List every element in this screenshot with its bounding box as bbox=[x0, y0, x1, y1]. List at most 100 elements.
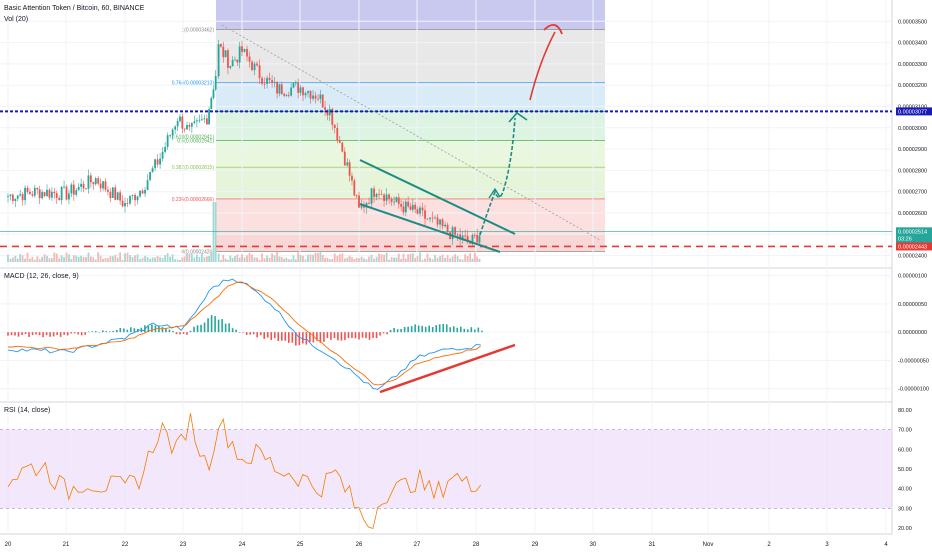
volume-bar bbox=[324, 257, 326, 262]
volume-bar bbox=[234, 256, 236, 262]
candle-body bbox=[471, 234, 474, 244]
time-tick-label: 2 bbox=[767, 542, 771, 548]
time-tick-label: 22 bbox=[122, 542, 129, 548]
candle-body bbox=[166, 135, 169, 147]
volume-bar bbox=[203, 257, 206, 262]
volume-bar bbox=[82, 256, 85, 262]
volume-bar bbox=[368, 256, 370, 262]
candle-body bbox=[224, 50, 227, 58]
macd-histogram-bar bbox=[228, 323, 230, 333]
candle-body bbox=[179, 116, 181, 122]
volume-bar bbox=[238, 257, 241, 262]
volume-bar bbox=[144, 255, 146, 262]
volume-bar bbox=[104, 258, 107, 262]
candle-body bbox=[107, 189, 109, 192]
volume-bar bbox=[358, 258, 360, 262]
macd-histogram-bar bbox=[147, 326, 150, 333]
candle-body bbox=[80, 183, 83, 187]
macd-histogram-bar bbox=[481, 330, 483, 333]
candle-body bbox=[121, 200, 124, 207]
macd-histogram-bar bbox=[119, 328, 122, 333]
volume-bar bbox=[466, 255, 469, 262]
candle-body bbox=[309, 91, 312, 99]
macd-histogram-bar bbox=[270, 332, 273, 340]
volume-bar bbox=[26, 252, 29, 262]
macd-histogram-bar bbox=[424, 326, 427, 333]
candle-body bbox=[151, 168, 154, 172]
candle-body bbox=[53, 191, 56, 194]
macd-histogram-bar bbox=[474, 329, 476, 333]
panel-layer bbox=[0, 0, 893, 535]
fib-level-label: 0.382(0.00002815) bbox=[172, 165, 215, 171]
volume-bar bbox=[333, 253, 336, 262]
candle-body bbox=[299, 87, 302, 93]
projection-path-red bbox=[529, 31, 556, 101]
volume-bar bbox=[89, 256, 92, 262]
candle-body bbox=[409, 206, 412, 210]
rsi-tick-label: 30.00 bbox=[898, 506, 912, 512]
candle-body bbox=[129, 195, 131, 204]
candle-body bbox=[29, 191, 31, 195]
candle-body bbox=[378, 193, 380, 195]
time-tick-label: 20 bbox=[5, 542, 12, 548]
macd-histogram-bar bbox=[298, 332, 301, 346]
volume-bar bbox=[75, 255, 78, 262]
volume-bar bbox=[328, 259, 331, 262]
candle-body bbox=[424, 210, 426, 219]
volume-bar bbox=[476, 256, 479, 262]
volume-bar bbox=[72, 255, 75, 262]
macd-histogram-bar bbox=[407, 326, 409, 333]
fib-level-label: 1(0.00003462) bbox=[181, 27, 214, 33]
macd-histogram-bar bbox=[108, 331, 111, 333]
candle-body bbox=[348, 162, 351, 176]
macd-histogram-bar bbox=[35, 332, 37, 335]
candle-body bbox=[102, 181, 104, 189]
macd-indicator-label: MACD (12, 26, close, 9) bbox=[4, 273, 79, 280]
arrow-head-red bbox=[543, 24, 563, 35]
candle-body bbox=[124, 202, 126, 207]
volume-bar bbox=[302, 255, 304, 262]
candle-body bbox=[75, 190, 78, 195]
candle-body bbox=[72, 184, 75, 195]
candle-body bbox=[227, 50, 229, 68]
macd-tick-label: -0.00000100 bbox=[898, 387, 929, 393]
macd-histogram-bar bbox=[133, 328, 136, 333]
volume-bar bbox=[407, 254, 410, 262]
candle-body bbox=[70, 184, 73, 194]
macd-histogram-bar bbox=[379, 332, 381, 336]
candle-body bbox=[319, 94, 322, 99]
volume-bar bbox=[124, 253, 126, 262]
candle-body bbox=[141, 190, 144, 194]
macd-tick-label: 0.00000100 bbox=[898, 274, 927, 280]
volume-bar bbox=[107, 258, 109, 262]
rsi-tick-label: 40.00 bbox=[898, 487, 912, 493]
time-tick-label: Nov bbox=[703, 542, 714, 548]
candle-body bbox=[92, 182, 95, 185]
volume-bar bbox=[154, 257, 156, 262]
macd-histogram-bar bbox=[217, 319, 220, 333]
candle-body bbox=[304, 93, 307, 96]
macd-histogram-bar bbox=[312, 332, 315, 343]
candle-body bbox=[268, 77, 271, 81]
candle-body bbox=[429, 217, 431, 220]
volume-bar bbox=[121, 259, 124, 262]
candle-body bbox=[82, 183, 85, 189]
price-tick-label: 0.00003000 bbox=[898, 126, 927, 132]
candle-body bbox=[195, 120, 198, 122]
candle-body bbox=[174, 126, 177, 130]
macd-histogram-bar bbox=[280, 332, 283, 341]
volume-bar bbox=[280, 257, 283, 262]
candle-body bbox=[171, 129, 174, 136]
macd-histogram-bar bbox=[63, 332, 65, 335]
macd-histogram-bar bbox=[210, 315, 213, 333]
fib-level-label: 0.618(0.00002941) bbox=[172, 134, 215, 140]
volume-bar bbox=[151, 257, 154, 262]
candle-body bbox=[456, 234, 459, 236]
macd-tick-label: 0.00000000 bbox=[898, 330, 927, 336]
volume-bar bbox=[402, 253, 405, 262]
candle-body bbox=[324, 107, 326, 110]
candle-body bbox=[287, 94, 290, 96]
macd-histogram-bar bbox=[242, 332, 244, 333]
candle-body bbox=[217, 44, 220, 77]
